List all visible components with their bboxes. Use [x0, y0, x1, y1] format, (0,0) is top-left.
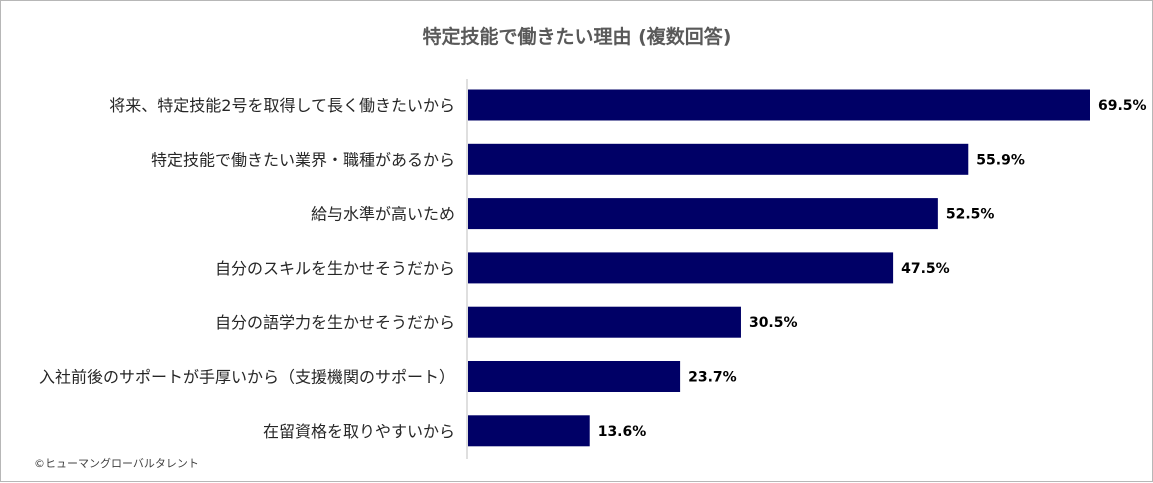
value-label: 69.5% — [1098, 98, 1147, 114]
bar — [468, 415, 590, 447]
chart-title: 特定技能で働きたい理由 (複数回答) — [423, 25, 732, 48]
copyright-credit: ©ヒューマングローバルタレント — [34, 456, 199, 470]
category-label: 給与水準が高いため — [311, 205, 455, 224]
category-label: 在留資格を取りやすいから — [263, 422, 455, 441]
bar — [468, 252, 894, 284]
bar — [468, 143, 969, 175]
bar — [468, 306, 741, 338]
value-label: 23.7% — [688, 370, 737, 386]
bar — [468, 89, 1090, 121]
value-label: 55.9% — [976, 152, 1025, 168]
category-label: 自分の語学力を生かせそうだから — [215, 313, 455, 332]
value-label: 52.5% — [946, 207, 995, 223]
category-label: 特定技能で働きたい業界・職種があるから — [151, 150, 455, 169]
value-labels-group: 69.5% 55.9% 52.5% 47.5% 30.5% 23.7% 13.6% — [598, 98, 1147, 440]
category-label: 将来、特定技能2号を取得して長く働きたいから — [109, 96, 455, 115]
category-label: 自分のスキルを生かせそうだから — [215, 259, 455, 278]
bars-group — [468, 89, 1090, 447]
value-label: 47.5% — [901, 261, 950, 277]
category-label: 入社前後のサポートが手厚いから（支援機関のサポート） — [39, 368, 455, 387]
value-label: 13.6% — [598, 424, 647, 440]
category-labels-group: 将来、特定技能2号を取得して長く働きたいから特定技能で働きたい業界・職種があるか… — [39, 96, 455, 441]
value-label: 30.5% — [749, 315, 798, 331]
bar — [468, 361, 681, 392]
bar — [468, 198, 938, 230]
